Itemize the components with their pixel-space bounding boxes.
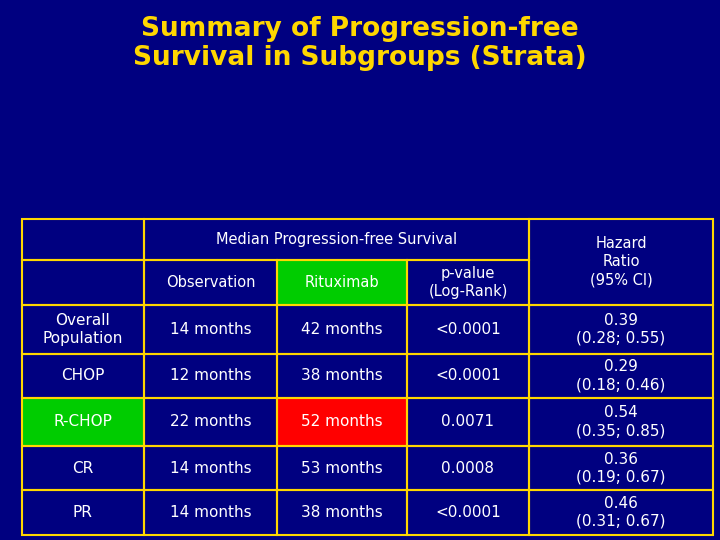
Text: 14 months: 14 months (170, 322, 251, 337)
Bar (22, 398, 144, 446)
Text: Observation: Observation (166, 275, 256, 290)
Bar (407, 354, 529, 398)
Bar (277, 446, 407, 490)
Bar (407, 305, 529, 354)
Bar (22, 260, 144, 305)
Bar (407, 490, 529, 535)
Text: 42 months: 42 months (301, 322, 383, 337)
Text: 12 months: 12 months (170, 368, 251, 383)
Bar (22, 354, 144, 398)
Bar (529, 398, 713, 446)
Bar (529, 446, 713, 490)
Bar (22, 305, 144, 354)
Bar (529, 490, 713, 535)
Text: <0.0001: <0.0001 (435, 368, 501, 383)
Text: 0.29
(0.18; 0.46): 0.29 (0.18; 0.46) (576, 359, 666, 392)
Bar (529, 219, 713, 305)
Bar (529, 219, 713, 305)
Bar (22, 490, 144, 535)
Bar (529, 305, 713, 354)
Text: 38 months: 38 months (301, 368, 383, 383)
Bar (22, 305, 144, 354)
Bar (407, 446, 529, 490)
Bar (407, 305, 529, 354)
Text: 0.0071: 0.0071 (441, 414, 495, 429)
Text: 0.36
(0.19; 0.67): 0.36 (0.19; 0.67) (576, 451, 666, 485)
Bar (22, 260, 144, 305)
Text: Median Progression-free Survival: Median Progression-free Survival (216, 232, 457, 247)
Bar (529, 354, 713, 398)
Bar (407, 490, 529, 535)
Bar (277, 490, 407, 535)
Text: CR: CR (72, 461, 94, 476)
Text: Overall
Population: Overall Population (42, 313, 123, 346)
Bar (144, 260, 277, 305)
Text: PR: PR (73, 505, 93, 520)
Bar (22, 490, 144, 535)
Text: 0.39
(0.28; 0.55): 0.39 (0.28; 0.55) (577, 313, 665, 346)
Text: 53 months: 53 months (301, 461, 383, 476)
Bar (144, 305, 277, 354)
Bar (277, 305, 407, 354)
Text: 0.54
(0.35; 0.85): 0.54 (0.35; 0.85) (576, 406, 666, 438)
Text: p-value
(Log-Rank): p-value (Log-Rank) (428, 266, 508, 299)
Bar (144, 490, 277, 535)
Bar (407, 260, 529, 305)
Bar (22, 446, 144, 490)
Bar (407, 446, 529, 490)
Bar (529, 398, 713, 446)
Bar (277, 305, 407, 354)
Bar (277, 260, 407, 305)
Bar (407, 260, 529, 305)
Bar (277, 446, 407, 490)
Bar (144, 305, 277, 354)
Bar (144, 490, 277, 535)
Bar (144, 446, 277, 490)
Bar (22, 219, 144, 260)
Text: 14 months: 14 months (170, 505, 251, 520)
Bar (407, 398, 529, 446)
Bar (277, 398, 407, 446)
Bar (144, 219, 529, 260)
Text: Summary of Progression-free
Survival in Subgroups (Strata): Summary of Progression-free Survival in … (133, 16, 587, 71)
Bar (407, 354, 529, 398)
Bar (22, 398, 144, 446)
Text: 14 months: 14 months (170, 461, 251, 476)
Text: R-CHOP: R-CHOP (53, 414, 112, 429)
Text: 38 months: 38 months (301, 505, 383, 520)
Bar (277, 354, 407, 398)
Bar (529, 446, 713, 490)
Bar (22, 446, 144, 490)
Bar (529, 490, 713, 535)
Text: <0.0001: <0.0001 (435, 505, 501, 520)
Text: 0.46
(0.31; 0.67): 0.46 (0.31; 0.67) (576, 496, 666, 529)
Bar (277, 354, 407, 398)
Bar (277, 398, 407, 446)
Text: Hazard
Ratio
(95% CI): Hazard Ratio (95% CI) (590, 237, 652, 287)
Bar (277, 490, 407, 535)
Bar (144, 219, 529, 260)
Bar (144, 398, 277, 446)
Bar (529, 354, 713, 398)
Text: Rituximab: Rituximab (305, 275, 379, 290)
Bar (144, 446, 277, 490)
Bar (529, 305, 713, 354)
Bar (22, 219, 144, 260)
Text: 0.0008: 0.0008 (441, 461, 495, 476)
Bar (144, 354, 277, 398)
Text: 22 months: 22 months (170, 414, 251, 429)
Bar (277, 260, 407, 305)
Text: CHOP: CHOP (61, 368, 104, 383)
Bar (407, 398, 529, 446)
Bar (144, 354, 277, 398)
Bar (22, 354, 144, 398)
Bar (144, 398, 277, 446)
Bar (144, 260, 277, 305)
Text: 52 months: 52 months (301, 414, 383, 429)
Text: <0.0001: <0.0001 (435, 322, 501, 337)
